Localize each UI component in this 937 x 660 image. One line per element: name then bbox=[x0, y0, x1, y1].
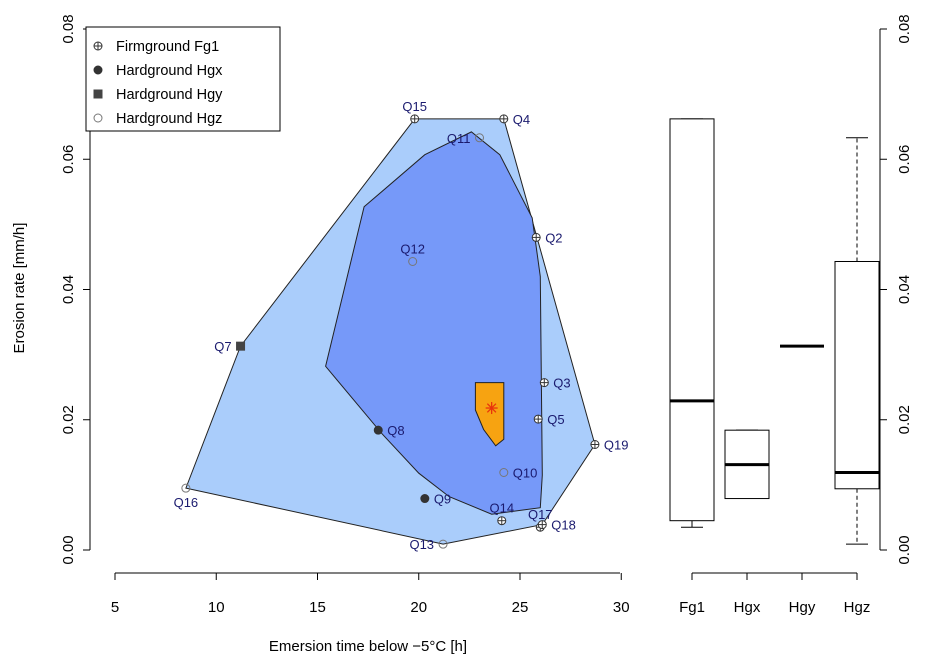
point-q3 bbox=[539, 378, 549, 388]
point-label-q4: Q4 bbox=[513, 112, 530, 127]
point-label-q13: Q13 bbox=[409, 537, 434, 552]
point-label-q16: Q16 bbox=[174, 495, 199, 510]
point-q16 bbox=[181, 483, 191, 493]
point-label-q14: Q14 bbox=[489, 501, 514, 516]
box-y-tick-label-0.04: 0.04 bbox=[896, 275, 913, 304]
legend-label-2: Hardground Hgy bbox=[116, 87, 223, 103]
box-x-tick-label-hgz: Hgz bbox=[844, 599, 871, 616]
legend: Firmground Fg1 Hardground Hgx Hardground H… bbox=[85, 26, 281, 132]
legend-entry-0: Firmground Fg1 bbox=[93, 39, 219, 55]
legend-label-0: Firmground Fg1 bbox=[116, 39, 219, 55]
box-x-tick-label-hgx: Hgx bbox=[734, 599, 761, 616]
legend-symbol-1 bbox=[93, 65, 103, 75]
point-q18 bbox=[537, 520, 547, 530]
box-panel: Fg1 Hgx Hgy Hgz 0.00 0.02 0.04 0.06 0.08 bbox=[669, 14, 913, 616]
y-tick-label-0.02: 0.02 bbox=[60, 405, 77, 434]
box-hgx bbox=[724, 429, 770, 500]
y-tick-label-0.00: 0.00 bbox=[60, 535, 77, 564]
point-label-q10: Q10 bbox=[513, 466, 538, 481]
point-label-q15: Q15 bbox=[402, 99, 427, 114]
point-q13 bbox=[438, 539, 448, 549]
legend-label-3: Hardground Hgz bbox=[116, 111, 222, 127]
y-tick-label-0.08: 0.08 bbox=[60, 14, 77, 43]
hull-layer bbox=[185, 118, 596, 545]
legend-symbol-3 bbox=[93, 113, 103, 123]
point-label-q19: Q19 bbox=[604, 437, 629, 452]
point-q19 bbox=[590, 439, 600, 449]
point-q11 bbox=[475, 133, 484, 143]
point-label-q8: Q8 bbox=[387, 423, 404, 438]
point-q5 bbox=[533, 414, 543, 424]
y-tick-label-0.06: 0.06 bbox=[60, 145, 77, 174]
box-fg1 bbox=[669, 118, 715, 528]
legend-entry-2: Hardground Hgy bbox=[93, 87, 223, 103]
points-layer bbox=[181, 114, 600, 549]
hull-core bbox=[474, 382, 505, 447]
y-axis-title: Erosion rate [mm/h] bbox=[11, 223, 28, 354]
box-axes: Fg1 Hgx Hgy Hgz 0.00 0.02 0.04 0.06 0.08 bbox=[679, 14, 913, 616]
point-label-q9: Q9 bbox=[434, 492, 451, 507]
box-y-tick-label-0.08: 0.08 bbox=[896, 14, 913, 43]
x-tick-label-5: 5 bbox=[111, 599, 119, 616]
point-q12 bbox=[408, 256, 418, 266]
legend-entry-3: Hardground Hgz bbox=[93, 111, 222, 127]
x-axis-title: Emersion time below −5°C [h] bbox=[269, 638, 467, 655]
point-q10 bbox=[499, 468, 509, 478]
x-tick-label-20: 20 bbox=[410, 599, 427, 616]
legend-symbol-0 bbox=[93, 41, 103, 51]
point-q8 bbox=[373, 425, 383, 435]
point-q14 bbox=[497, 516, 507, 526]
point-label-q2: Q2 bbox=[545, 230, 562, 245]
box-hgz bbox=[834, 137, 880, 545]
scatter-axes: 5 10 15 20 25 30 0.00 0.02 0.04 0.06 0.08 bbox=[60, 14, 630, 616]
boxes-layer bbox=[669, 118, 880, 545]
legend-symbol-2 bbox=[93, 89, 103, 99]
box-x-tick-label-hgy: Hgy bbox=[789, 599, 816, 616]
point-q7 bbox=[236, 341, 246, 351]
box-y-tick-label-0.02: 0.02 bbox=[896, 405, 913, 434]
box-rect bbox=[834, 260, 880, 490]
legend-box bbox=[85, 26, 281, 132]
x-tick-label-10: 10 bbox=[208, 599, 225, 616]
point-label-q17: Q17 bbox=[528, 507, 553, 522]
box-y-tick-label-0.06: 0.06 bbox=[896, 145, 913, 174]
legend-label-1: Hardground Hgx bbox=[116, 63, 223, 79]
point-q4 bbox=[499, 114, 509, 124]
x-tick-label-25: 25 bbox=[512, 599, 529, 616]
point-q9 bbox=[420, 494, 430, 504]
point-q2 bbox=[531, 232, 541, 242]
box-y-tick-label-0.00: 0.00 bbox=[896, 535, 913, 564]
box-x-tick-label-fg1: Fg1 bbox=[679, 599, 705, 616]
point-label-q7: Q7 bbox=[214, 339, 231, 354]
point-label-q5: Q5 bbox=[547, 412, 564, 427]
centroid-marker bbox=[485, 402, 498, 415]
point-label-q11: Q11 bbox=[447, 131, 471, 146]
x-tick-label-15: 15 bbox=[309, 599, 326, 616]
point-label-q18: Q18 bbox=[551, 518, 576, 533]
x-tick-label-30: 30 bbox=[613, 599, 630, 616]
point-label-q12: Q12 bbox=[400, 241, 425, 256]
legend-entry-1: Hardground Hgx bbox=[93, 63, 223, 79]
point-label-q3: Q3 bbox=[553, 376, 570, 391]
y-tick-label-0.04: 0.04 bbox=[60, 275, 77, 304]
point-q15 bbox=[410, 114, 420, 124]
box-rect bbox=[669, 118, 715, 522]
